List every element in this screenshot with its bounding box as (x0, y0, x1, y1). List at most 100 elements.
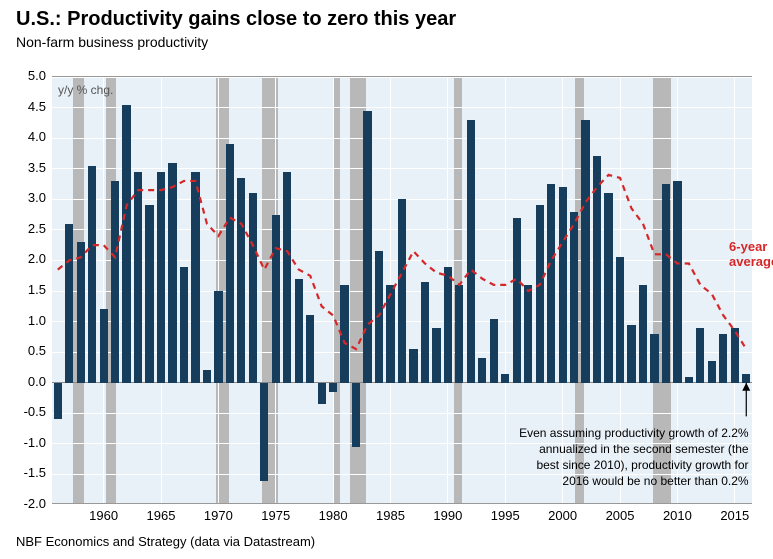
annotation-arrow-head (742, 383, 750, 391)
xaxis-tick-label: 2015 (720, 508, 749, 523)
bar (363, 111, 371, 383)
bar (272, 215, 280, 383)
bar (145, 205, 153, 382)
bar (226, 144, 234, 382)
bar (340, 285, 348, 383)
annotation-text: Even assuming productivity growth of 2.2… (469, 425, 749, 490)
yaxis-tick-label: 3.0 (10, 190, 46, 205)
bar (570, 212, 578, 383)
yaxis-tick-label: 4.5 (10, 99, 46, 114)
xaxis-tick-label: 1975 (261, 508, 290, 523)
bar (731, 328, 739, 383)
gridline-h (52, 77, 752, 78)
bar (111, 181, 119, 383)
bar (490, 319, 498, 383)
yaxis-tick-label: 1.5 (10, 282, 46, 297)
bar (501, 374, 509, 383)
yaxis-tick-label: 3.5 (10, 160, 46, 175)
footer-source: NBF Economics and Strategy (data via Dat… (16, 534, 315, 549)
yaxis-tick-label: -2.0 (10, 496, 46, 511)
bar (662, 184, 670, 383)
yaxis-tick-label: 0.0 (10, 374, 46, 389)
bar (329, 383, 337, 392)
yaxis-tick-label: -1.5 (10, 465, 46, 480)
yaxis-tick-label: 2.5 (10, 221, 46, 236)
xaxis-tick-label: 2000 (548, 508, 577, 523)
yaxis-tick-label: 2.0 (10, 251, 46, 266)
xaxis-tick-label: 1990 (433, 508, 462, 523)
bar (180, 267, 188, 383)
yaxis-tick-label: -1.0 (10, 435, 46, 450)
bar (719, 334, 727, 383)
yaxis-tick-label: 1.0 (10, 313, 46, 328)
xaxis-tick-label: 1965 (147, 508, 176, 523)
xaxis-tick-label: 2005 (606, 508, 635, 523)
gridline-h (52, 505, 752, 506)
line-series-label: 6-year average (729, 239, 773, 269)
xaxis-tick-label: 1960 (89, 508, 118, 523)
yaxis-tick-label: 5.0 (10, 68, 46, 83)
bar (249, 193, 257, 383)
bar (386, 285, 394, 383)
bar (65, 224, 73, 383)
bar (375, 251, 383, 382)
bar (639, 285, 647, 383)
xaxis-tick-label: 1970 (204, 508, 233, 523)
bar (581, 120, 589, 383)
gridline-h (52, 168, 752, 169)
bar (122, 105, 130, 383)
bar (283, 172, 291, 383)
xaxis-tick-label: 2010 (663, 508, 692, 523)
bar (536, 205, 544, 382)
gridline-h (52, 413, 752, 414)
bar (742, 374, 750, 383)
bar (696, 328, 704, 383)
bar (134, 172, 142, 383)
bar (352, 383, 360, 447)
page-title: U.S.: Productivity gains close to zero t… (16, 8, 456, 31)
bar (306, 315, 314, 382)
bar (203, 370, 211, 382)
bar (432, 328, 440, 383)
bar (100, 309, 108, 382)
bar (157, 172, 165, 383)
bar (708, 361, 716, 382)
bar (513, 218, 521, 383)
gridline-h (52, 107, 752, 108)
bar (685, 377, 693, 383)
gridline-v (218, 77, 219, 503)
bar (214, 291, 222, 383)
bar (547, 184, 555, 383)
bar (260, 383, 268, 481)
bar (478, 358, 486, 382)
bar (650, 334, 658, 383)
bar (409, 349, 417, 383)
bar (616, 257, 624, 382)
bar (467, 120, 475, 383)
bar (54, 383, 62, 420)
bar (237, 178, 245, 383)
bar (604, 193, 612, 383)
bar (191, 172, 199, 383)
bar (88, 166, 96, 383)
bar (77, 242, 85, 383)
xaxis-tick-label: 1985 (376, 508, 405, 523)
bar (673, 181, 681, 383)
bar (593, 156, 601, 382)
gridline-v (333, 77, 334, 503)
bar (318, 383, 326, 404)
bar (559, 187, 567, 383)
axis-unit-label: y/y % chg. (58, 83, 113, 97)
bar (168, 163, 176, 383)
xaxis-tick-label: 1995 (491, 508, 520, 523)
yaxis-tick-label: 4.0 (10, 129, 46, 144)
bar (627, 325, 635, 383)
xaxis-tick-label: 1980 (319, 508, 348, 523)
yaxis-tick-label: -0.5 (10, 404, 46, 419)
gridline-v (103, 77, 104, 503)
bar (398, 199, 406, 382)
bar (295, 279, 303, 383)
gridline-h (52, 138, 752, 139)
bar (455, 285, 463, 383)
page-subtitle: Non-farm business productivity (16, 34, 208, 50)
